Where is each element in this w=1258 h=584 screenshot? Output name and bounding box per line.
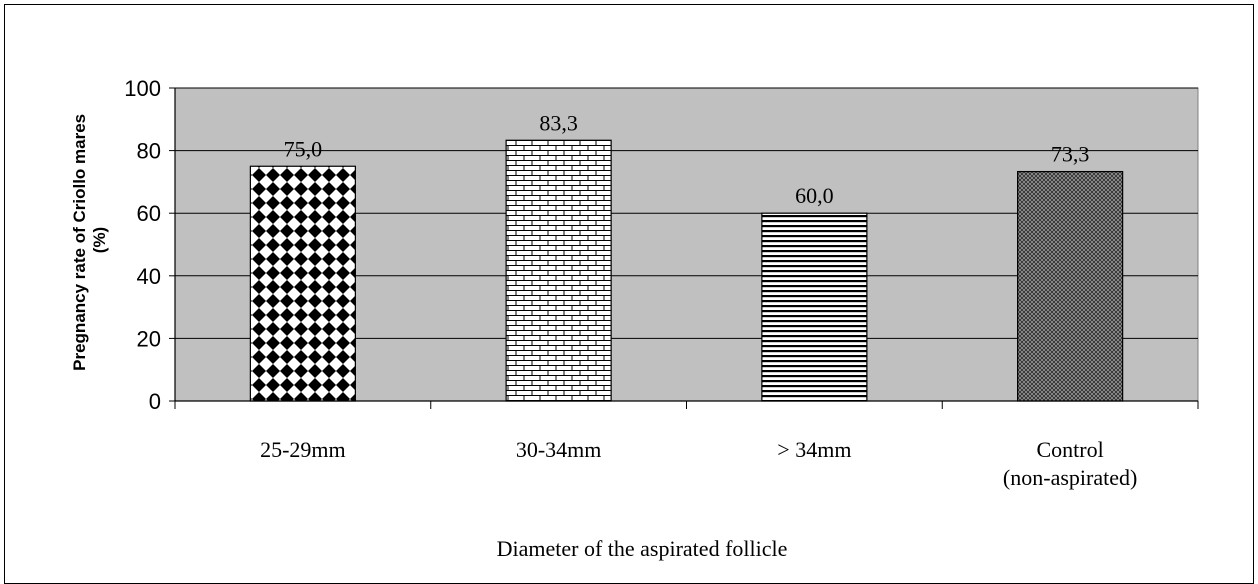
y-axis-title: Pregnancy rate of Criollo mares (%) [70, 109, 109, 371]
x-tick-label: 30-34mm [516, 437, 602, 462]
y-tick-label: 20 [137, 326, 161, 351]
y-tick-label: 40 [137, 264, 161, 289]
y-axis-title-line-1: Pregnancy rate of Criollo mares [70, 114, 89, 371]
data-label: 83,3 [539, 110, 578, 135]
bar-1 [249, 165, 356, 402]
x-axis-title: Diameter of the aspirated follicle [497, 536, 788, 561]
bar-chart: 0 20 40 60 80 100 25-29mm 30-34mm > 34mm Control(… [70, 76, 1199, 561]
x-tick-label: 25-29mm [260, 437, 346, 462]
y-axis-title-line-2: (%) [90, 227, 109, 253]
x-tick-label: > 34mm [777, 437, 851, 462]
y-tick-label: 100 [124, 76, 161, 101]
bar-4 [1017, 170, 1124, 402]
data-label: 60,0 [795, 183, 834, 208]
data-label: 75,0 [284, 136, 323, 161]
y-tick-label: 80 [137, 139, 161, 164]
y-tick-label: 60 [137, 201, 161, 226]
data-label: 73,3 [1051, 142, 1090, 167]
y-tick-label: 0 [149, 389, 161, 414]
bar-2 [505, 139, 612, 402]
bar-3 [761, 212, 868, 402]
x-tick-label: Control (non-aspirated) [1003, 437, 1137, 490]
